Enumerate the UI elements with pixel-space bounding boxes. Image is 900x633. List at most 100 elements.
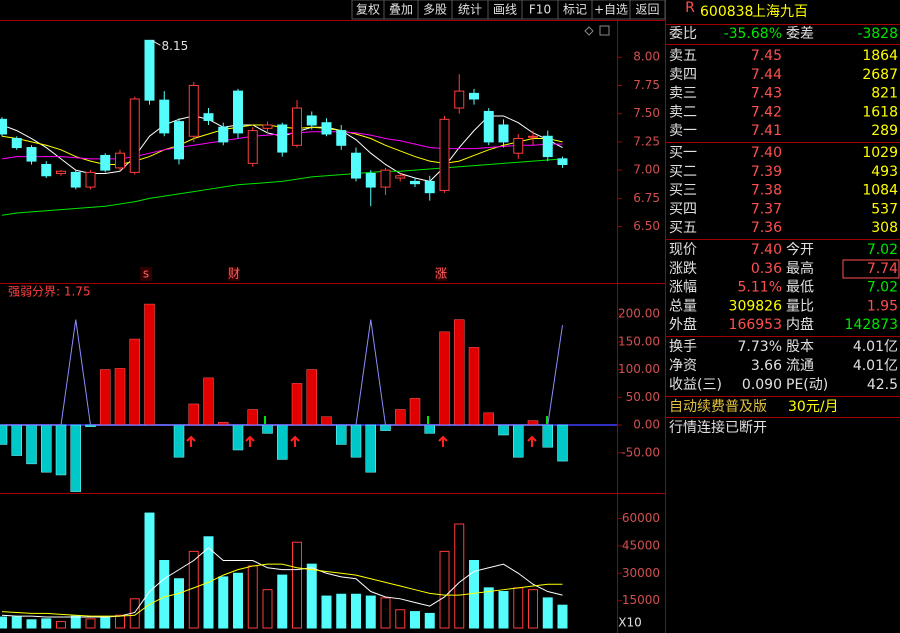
toolbar-label[interactable]: 叠加 [389, 3, 413, 17]
quote-value: 7.02 [867, 280, 898, 296]
volume-bar [159, 560, 170, 629]
candle-body [469, 92, 479, 100]
fund-label: 流通 [786, 358, 814, 374]
ma-line [1, 158, 563, 216]
y-tick-label: 30000 [622, 566, 660, 580]
volume-bar [365, 595, 376, 629]
indicator-bar [203, 377, 214, 426]
promo-price: 30元/月 [788, 399, 839, 415]
y-tick-label: 100.00 [618, 362, 660, 376]
quote-value: 309826 [729, 298, 783, 314]
fund-label: 净资 [669, 358, 697, 374]
indicator-bar [26, 424, 37, 465]
value: -35.68% [724, 26, 782, 42]
connection-status: 行情连接已断开 [669, 419, 767, 436]
quote-label: 涨幅 [669, 280, 697, 296]
toolbar-label[interactable]: 返回 [635, 3, 659, 17]
volume-bar [70, 615, 81, 629]
y-tick-label: 15000 [622, 593, 660, 607]
candle-body [218, 126, 229, 143]
book-price: 7.45 [751, 48, 782, 64]
book-label: 买三 [669, 183, 697, 199]
quote-value: 7.74 [867, 261, 898, 277]
quote-value: 7.40 [751, 242, 782, 258]
quote-label: 最低 [786, 280, 814, 296]
toolbar-button[interactable] [629, 0, 666, 20]
toolbar-label[interactable]: +自选 [594, 3, 628, 17]
stock-flag: R [685, 0, 695, 16]
book-volume: 821 [871, 86, 898, 102]
quote-value: 1.95 [867, 298, 898, 314]
book-price: 7.39 [751, 164, 782, 180]
volume-bar [528, 589, 538, 629]
y-tick-label: 7.75 [633, 78, 660, 92]
y-tick-label: 0.00 [633, 418, 660, 432]
ma-line [2, 319, 563, 426]
fund-value: 42.5 [867, 377, 898, 393]
toolbar-label[interactable]: 标记 [563, 3, 587, 17]
volume-bar [557, 604, 568, 629]
quote-label: 外盘 [669, 316, 697, 333]
toolbar-label[interactable]: F10 [529, 3, 551, 17]
volume-bar [115, 614, 125, 629]
y-tick-label: 60000 [622, 511, 660, 525]
candle-body [557, 158, 568, 165]
candle-body [439, 118, 450, 191]
candle-body [277, 124, 288, 153]
y-tick-label: 7.25 [633, 134, 660, 148]
indicator-bar [144, 303, 155, 426]
book-price: 7.41 [751, 123, 782, 139]
event-marker: 财 [228, 267, 240, 281]
volume-bar [233, 572, 243, 629]
quote-label: 现价 [669, 242, 697, 258]
indicator-bar [306, 369, 317, 426]
candle-body [410, 180, 420, 185]
indicator-bar [483, 412, 494, 426]
event-marker: 涨 [435, 266, 447, 281]
candle-body [56, 170, 66, 175]
candle-body [41, 163, 52, 177]
indicator-bar [395, 409, 406, 426]
stock-name: 上海九百 [752, 4, 808, 20]
arrow [290, 435, 300, 447]
book-label: 买四 [669, 201, 697, 217]
candle-body [380, 169, 391, 188]
candle-body [247, 130, 258, 164]
candle-body [70, 171, 81, 188]
ma-line [1, 563, 563, 617]
candle-body [483, 110, 494, 143]
toolbar-label[interactable]: 复权 [356, 3, 380, 17]
highlight-box [842, 259, 900, 279]
toolbar-label[interactable]: 多股 [423, 3, 447, 17]
book-price: 7.37 [751, 201, 782, 217]
icon[interactable] [599, 25, 610, 36]
candle-body [306, 115, 317, 126]
promo[interactable]: 自动续费普及版 [669, 398, 767, 415]
quote-value: 5.11% [738, 280, 782, 296]
indicator-bar [114, 368, 126, 426]
fund-value: 3.66 [751, 358, 782, 374]
volume-bar [410, 611, 420, 629]
volume-bar [247, 565, 258, 629]
candle-body [174, 121, 184, 160]
icon[interactable] [584, 26, 594, 36]
y-tick-label: 7.00 [633, 163, 660, 177]
book-label: 卖二 [669, 104, 697, 120]
indicator-bar [55, 424, 67, 476]
book-label: 买二 [669, 164, 697, 180]
toolbar-label[interactable]: 画线 [493, 3, 517, 17]
fund-value: 0.090 [742, 377, 782, 393]
volume-bar [56, 621, 66, 629]
candle-body [159, 99, 170, 134]
indicator-bar [0, 424, 8, 445]
toolbar-label[interactable]: 统计 [458, 3, 482, 17]
fund-value: 4.01亿 [853, 339, 898, 355]
annotation-leader [151, 39, 161, 46]
indicator-bar [468, 347, 480, 426]
candle-body [233, 90, 243, 134]
event-marker-box [140, 267, 152, 281]
indicator-bar [409, 398, 421, 426]
